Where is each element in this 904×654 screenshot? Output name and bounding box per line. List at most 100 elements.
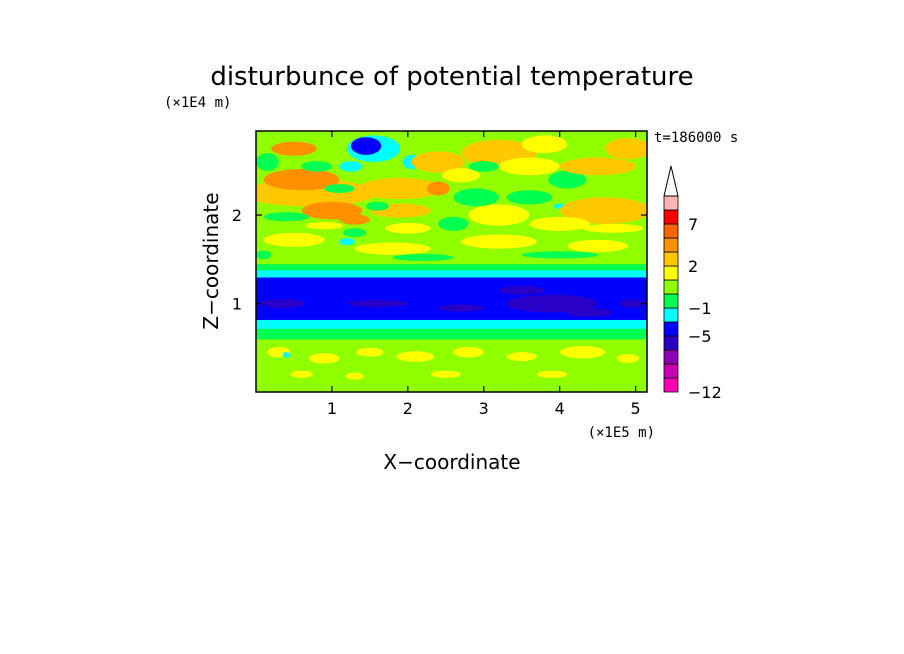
- contour-blob: [559, 345, 606, 359]
- contour-blob: [506, 190, 553, 205]
- contour-blob: [442, 168, 480, 183]
- colorbar-tick-label: 7: [688, 215, 698, 234]
- contour-blob: [309, 353, 340, 364]
- contour-field: [256, 131, 647, 392]
- y-tick-label: 1: [232, 295, 242, 314]
- colorbar-swatch: [663, 223, 679, 239]
- contour-blob: [343, 228, 367, 238]
- colorbar-extend-arrow: [663, 165, 679, 197]
- y-tick-label: 2: [232, 206, 242, 225]
- contour-blob: [339, 238, 355, 246]
- colorbar: −12−5−127: [663, 165, 722, 402]
- contour-blob: [453, 346, 484, 358]
- contour-blob: [324, 184, 355, 193]
- colorbar-swatch: [663, 363, 679, 379]
- contour-blob: [263, 169, 340, 191]
- contour-blob: [366, 201, 389, 211]
- colorbar-swatch: [663, 237, 679, 253]
- time-label: t=186000 s: [654, 130, 738, 146]
- contour-blob: [358, 177, 443, 200]
- contour-blob: [256, 153, 279, 171]
- contour-blob: [521, 251, 598, 259]
- contour-blob: [290, 370, 313, 378]
- y-unit-label: (×1E4 m): [164, 95, 231, 111]
- x-axis-label: X−coordinate: [383, 450, 520, 474]
- y-axis: 12: [232, 206, 647, 314]
- contour-blob: [582, 223, 644, 233]
- contour-blob: [271, 141, 317, 156]
- contour-blob: [305, 222, 344, 230]
- colorbar-tick-label: −12: [688, 383, 722, 402]
- contour-blob: [559, 197, 647, 224]
- contour-band: [256, 319, 647, 329]
- contour-blob: [548, 170, 587, 189]
- contour-blob: [356, 347, 384, 357]
- contour-blob: [468, 161, 499, 172]
- colorbar-swatch: [663, 279, 679, 295]
- contour-blob: [536, 370, 568, 378]
- contour-blob: [426, 181, 450, 196]
- colorbar-swatch: [663, 209, 679, 225]
- y-axis-label: Z−coordinate: [199, 192, 223, 329]
- colorbar-swatch: [663, 321, 679, 337]
- contour-blob: [396, 351, 435, 362]
- contour-blob: [605, 138, 647, 160]
- colorbar-swatch: [663, 293, 679, 309]
- contour-blob: [263, 212, 310, 222]
- contour-blob: [259, 299, 306, 308]
- contour-blob: [521, 135, 568, 154]
- x-tick-label: 1: [327, 399, 337, 418]
- contour-band: [256, 328, 647, 340]
- colorbar-swatch: [663, 251, 679, 267]
- colorbar-swatch: [663, 335, 679, 351]
- contour-blob: [620, 299, 644, 308]
- colorbar-tick-label: −5: [688, 327, 712, 346]
- contour-blob: [282, 352, 291, 358]
- colorbar-swatch: [663, 307, 679, 323]
- contour-blob: [392, 253, 454, 262]
- contour-blob: [339, 161, 363, 172]
- contour-blob: [567, 239, 629, 253]
- contour-blob: [460, 234, 537, 249]
- chart-title: disturbunce of potential temperature: [210, 62, 693, 92]
- plot-frame: [255, 130, 648, 393]
- colorbar-swatch: [663, 349, 679, 365]
- contour-blob: [339, 214, 370, 225]
- contour-blob: [438, 216, 469, 231]
- contour-blob: [498, 285, 545, 295]
- contour-blob: [263, 232, 325, 247]
- contour-blob: [354, 242, 431, 255]
- colorbar-tick-label: −1: [688, 299, 712, 318]
- contour-blob: [350, 137, 382, 155]
- contour-blob: [567, 307, 613, 317]
- contour-blob: [430, 370, 461, 378]
- contour-blob: [498, 157, 560, 176]
- x-tick-label: 4: [555, 399, 565, 418]
- contour-blob: [506, 294, 598, 313]
- contour-band: [256, 263, 647, 271]
- contour-blob: [438, 304, 484, 312]
- contour-band: [256, 387, 647, 392]
- x-tick-label: 2: [403, 399, 413, 418]
- contour-blob: [256, 250, 272, 260]
- contour-blob: [345, 372, 364, 380]
- contour-blob: [506, 352, 537, 362]
- contour-blob: [347, 299, 408, 308]
- colorbar-swatch: [663, 195, 679, 211]
- x-tick-label: 5: [631, 399, 641, 418]
- contour-band: [256, 269, 647, 278]
- contour-blob: [301, 161, 332, 172]
- contour-blob: [616, 353, 640, 363]
- x-axis: 1 2 3 4 5: [327, 131, 641, 418]
- colorbar-swatch: [663, 265, 679, 281]
- colorbar-swatch: [663, 377, 679, 393]
- colorbar-tick-label: 2: [688, 257, 698, 276]
- x-unit-label: (×1E5 m): [588, 425, 655, 441]
- x-tick-label: 3: [479, 399, 489, 418]
- contour-blob: [559, 157, 636, 176]
- contour-blob: [453, 188, 499, 207]
- contour-blob: [529, 216, 591, 231]
- contour-blob: [385, 223, 431, 234]
- contour-blob: [411, 151, 465, 173]
